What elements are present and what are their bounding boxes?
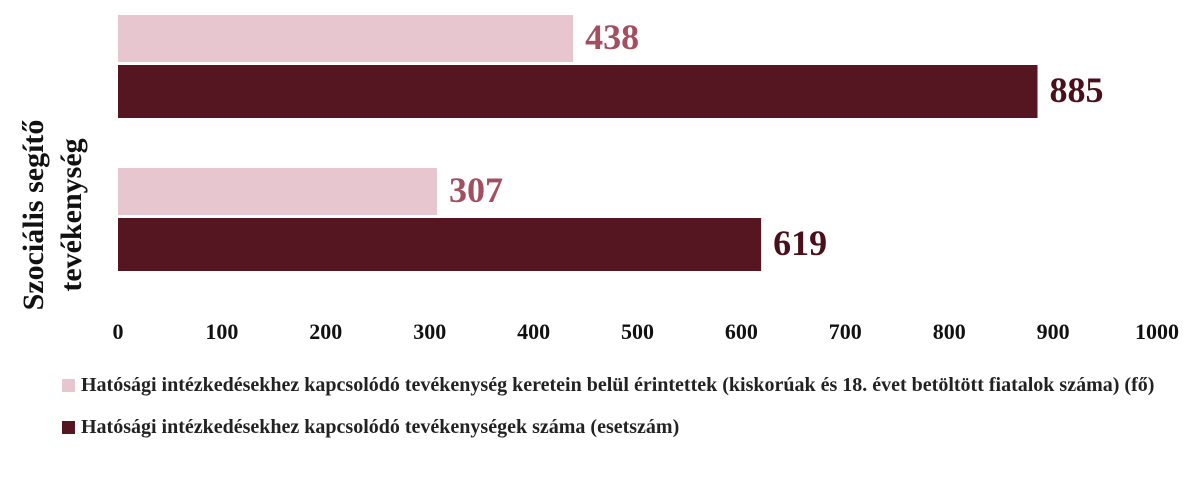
data-label: 438 [585, 17, 639, 57]
legend-entry: Hatósági intézkedésekhez kapcsolódó tevé… [62, 412, 1162, 442]
legend-swatch [62, 379, 75, 392]
x-tick-label: 800 [933, 319, 966, 344]
x-tick-label: 500 [621, 319, 654, 344]
bar [118, 15, 574, 62]
y-axis-label: Szociális segítő [17, 120, 50, 311]
legend-entry: Hatósági intézkedésekhez kapcsolódó tevé… [62, 370, 1162, 400]
x-tick-label: 900 [1037, 319, 1070, 344]
legend-label: Hatósági intézkedésekhez kapcsolódó tevé… [81, 416, 680, 438]
bar [118, 168, 437, 215]
legend-label: Hatósági intézkedésekhez kapcsolódó tevé… [81, 374, 1155, 396]
x-tick-label: 100 [205, 319, 238, 344]
y-axis-label: tevékenység [55, 138, 88, 291]
x-tick-label: 200 [309, 319, 342, 344]
data-label: 885 [1050, 70, 1104, 110]
data-label: 307 [449, 170, 503, 210]
legend-swatch [62, 421, 75, 434]
bar [118, 218, 762, 271]
legend: Hatósági intézkedésekhez kapcsolódó tevé… [62, 370, 1162, 454]
x-tick-label: 400 [517, 319, 550, 344]
x-tick-label: 1000 [1135, 319, 1179, 344]
x-tick-label: 700 [829, 319, 862, 344]
chart: 0 100 200 300 400 500 600 700 800 900 1000 Szociáli… [17, 15, 1179, 344]
data-label: 619 [773, 223, 827, 263]
x-tick-label: 300 [413, 319, 446, 344]
x-tick-label: 600 [725, 319, 758, 344]
bar [118, 65, 1038, 118]
x-tick-label: 0 [113, 319, 124, 344]
